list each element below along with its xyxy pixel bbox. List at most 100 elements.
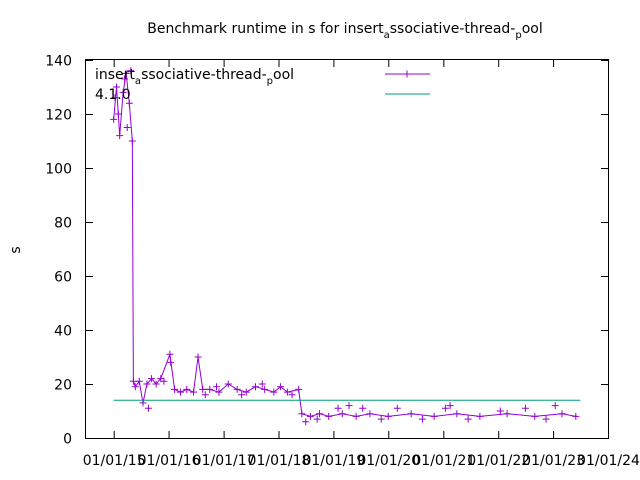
data-point-marker (114, 110, 122, 118)
y-axis-label: s (8, 246, 24, 253)
data-point-marker (325, 412, 333, 420)
data-point-marker (270, 388, 278, 396)
y-tick-label: 100 (45, 162, 72, 178)
data-point-marker (206, 385, 214, 393)
x-tick-label: 01/01/24 (577, 453, 640, 469)
data-point-marker (123, 124, 131, 131)
data-point-marker (334, 404, 342, 412)
data-point-marker (171, 385, 179, 393)
chart-title-part: a (384, 30, 390, 41)
data-point-marker (496, 407, 504, 415)
y-axis: 0 20 40 60 80 100 120 140 (45, 54, 608, 448)
data-point-marker (503, 410, 511, 418)
data-point-marker (143, 380, 151, 388)
y-tick-label: 0 (63, 432, 72, 448)
data-point-marker (407, 410, 415, 418)
data-point-marker (316, 410, 324, 418)
legend: insertassociative-thread-pool 4.1.0 (95, 67, 430, 103)
x-tick-label: 01/01/15 (83, 453, 146, 469)
chart-title-part: Benchmark runtime in s for insert (147, 21, 384, 37)
legend-label-part: insert (95, 67, 135, 83)
chart-title-part: ool (522, 21, 543, 37)
svg-text:Benchmark runtime in s for ins: Benchmark runtime in s for insertassocia… (147, 21, 542, 41)
data-point-marker (121, 75, 129, 83)
data-point-marker (464, 415, 472, 423)
y-tick-label: 120 (45, 108, 72, 124)
data-point-marker (135, 377, 143, 385)
x-tick-label: 01/01/20 (357, 453, 420, 469)
data-point-marker (190, 388, 198, 396)
chart-title-part: p (515, 30, 521, 41)
data-point-marker (201, 391, 209, 399)
data-point-marker (167, 358, 175, 366)
data-point-marker (233, 385, 241, 393)
data-point-marker (261, 385, 269, 393)
data-point-marker (224, 380, 232, 388)
data-point-marker (430, 412, 438, 420)
data-point-marker (122, 70, 130, 77)
chart-title-part: ssociative-thread- (390, 21, 516, 37)
x-tick-label: 01/01/16 (138, 453, 201, 469)
data-point-marker (542, 415, 550, 423)
data-point-marker (113, 83, 121, 91)
series-line-0 (113, 73, 576, 417)
data-point-marker (288, 391, 296, 399)
data-point-marker (558, 410, 566, 418)
data-point-marker (377, 415, 385, 423)
x-tick-label: 01/01/21 (412, 453, 475, 469)
data-point-marker (131, 383, 139, 391)
y-tick-label: 60 (54, 270, 72, 286)
y-tick-label: 80 (54, 216, 72, 232)
data-point-marker (215, 388, 223, 396)
data-point-marker (441, 404, 449, 412)
data-point-marker (313, 415, 321, 423)
data-point-marker (551, 402, 559, 410)
x-axis: 01/01/1501/01/1601/01/1701/01/1801/01/19… (83, 60, 640, 469)
y-tick-label: 140 (45, 54, 72, 70)
data-point-marker (166, 350, 174, 358)
legend-label-part: ssociative-thread- (141, 67, 267, 83)
y-tick-label: 40 (54, 324, 72, 340)
data-point-marker (144, 404, 152, 412)
data-point-marker (359, 404, 367, 412)
data-point-marker (251, 383, 259, 391)
legend-swatch-marker (403, 70, 411, 78)
data-point-marker (366, 410, 374, 418)
data-point-marker (277, 383, 285, 391)
data-point-marker (345, 402, 353, 410)
data-point-marker (119, 88, 127, 96)
chart-title: Benchmark runtime in s for insertassocia… (147, 21, 542, 41)
y-tick-label: 20 (54, 378, 72, 394)
data-point-marker (302, 418, 310, 426)
data-point-marker (110, 115, 118, 123)
data-point-marker (125, 99, 133, 107)
plot-frame (85, 59, 609, 439)
data-point-marker (116, 132, 124, 140)
data-point-marker (127, 67, 135, 75)
data-point-marker (242, 388, 250, 396)
data-point-marker (352, 412, 360, 420)
data-point-marker (531, 412, 539, 420)
data-point-marker (258, 380, 266, 388)
data-point-marker (476, 412, 484, 420)
data-point-marker (572, 412, 580, 420)
data-point-marker (199, 385, 207, 393)
data-point-marker (176, 388, 184, 396)
legend-label-part: p (267, 76, 273, 87)
data-point-marker (393, 404, 401, 412)
data-point-marker (160, 377, 168, 385)
data-point-marker (238, 391, 246, 399)
data-point-marker (446, 402, 454, 410)
data-point-marker (283, 388, 291, 396)
data-point-marker (338, 410, 346, 418)
x-tick-label: 01/01/18 (248, 453, 311, 469)
x-tick-label: 01/01/23 (522, 453, 585, 469)
x-tick-label: 01/01/22 (467, 453, 530, 469)
data-point-marker (148, 375, 156, 383)
data-point-marker (128, 137, 136, 145)
legend-label: 4.1.0 (95, 87, 131, 103)
data-point-marker (213, 383, 221, 391)
data-point-marker (129, 377, 137, 385)
data-point-marker (194, 353, 202, 361)
data-point-marker (453, 410, 461, 418)
